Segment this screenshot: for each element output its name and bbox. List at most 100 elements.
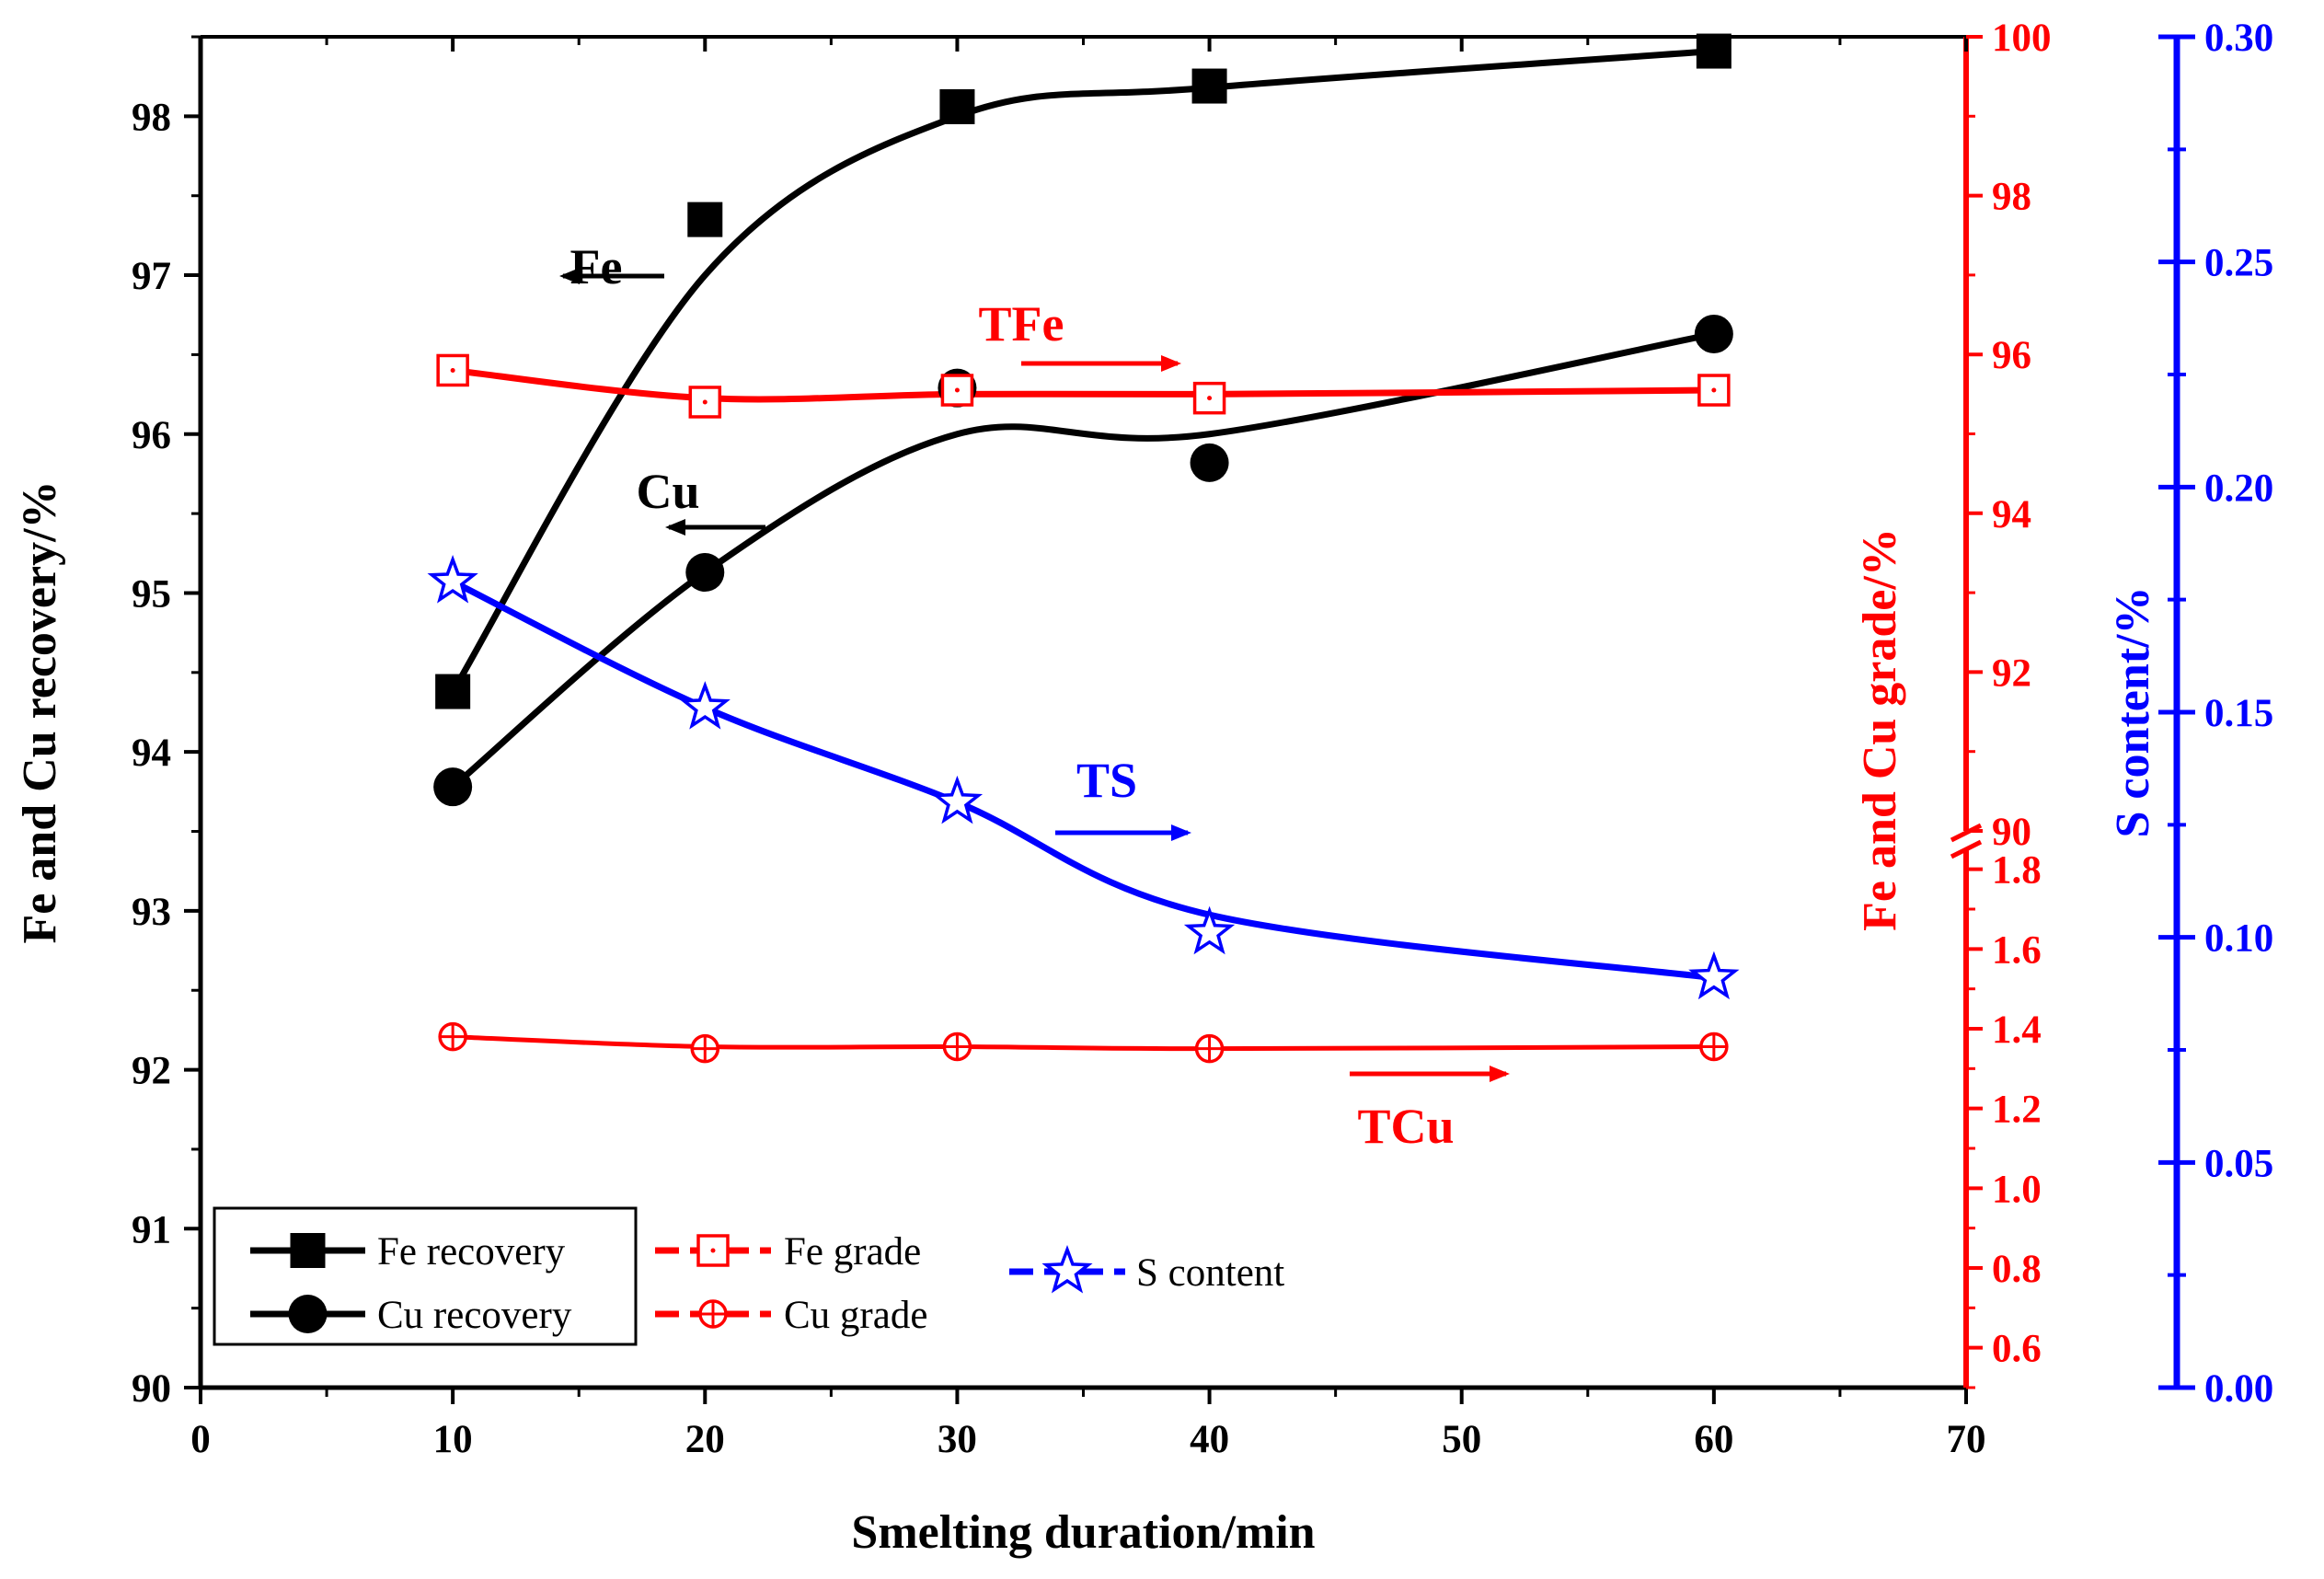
fe-grade-point (1697, 374, 1731, 407)
s-content-point (679, 681, 731, 730)
tcu-annotation: TCu (1357, 1099, 1454, 1154)
fe-grade-point (1192, 381, 1226, 415)
series-markers (427, 33, 1740, 1064)
legend-marker-s-content (1041, 1244, 1093, 1294)
fe-grade-point-box (940, 374, 974, 407)
s-content-point (931, 775, 984, 824)
left-tick-label: 94 (132, 732, 171, 775)
cu-grade-point (690, 1033, 720, 1064)
cu-recovery-point (685, 553, 725, 593)
s-tick-label: 0.25 (2204, 242, 2273, 285)
axis-ticks: 0 10 20 30 40 50 60 70 90 91 92 93 94 95 96 97 98 90 92 94 9… (132, 17, 2273, 1461)
legend-marker-cu-recovery (288, 1295, 328, 1333)
grade-upper-tick-label: 90 (1992, 811, 2031, 854)
legend-box (213, 1206, 638, 1346)
fe-arrow-head (559, 268, 580, 284)
x-tick-label: 0 (190, 1418, 211, 1461)
fe-recovery-point (939, 88, 975, 124)
legend-marker-cu-grade (698, 1299, 728, 1329)
grade-lower-tick-label: 1.8 (1992, 849, 2042, 893)
cu-recovery-point (1694, 314, 1733, 353)
grade-lower-tick-label: 0.6 (1992, 1328, 2042, 1371)
s-content-line (451, 578, 1715, 982)
grade-axis-title: Fe and Cu grade/% (1854, 528, 1906, 931)
fe-grade-point-dot (702, 399, 708, 405)
cu-grade-point (942, 1032, 972, 1062)
grade-lower-tick-label: 1.6 (1992, 928, 2042, 972)
s-content-point (427, 555, 478, 604)
tcu-arrow-head (1490, 1066, 1510, 1082)
fe-recovery-point (1191, 68, 1227, 104)
fe-grade-point-dot (1207, 396, 1213, 401)
left-tick-label: 93 (132, 891, 171, 934)
left-axis-title: Fe and Cu recovery/% (14, 480, 66, 943)
grade-lower-tick-label: 1.0 (1992, 1168, 2042, 1211)
cu-grade-point (1699, 1032, 1729, 1062)
fe-grade-point-dot (450, 367, 455, 373)
left-tick-label: 92 (132, 1050, 171, 1093)
grade-upper-tick-label: 98 (1992, 176, 2031, 219)
fe-grade-point (436, 353, 469, 387)
fe-grade-point (940, 374, 974, 407)
s-content-point (1688, 951, 1740, 1000)
s-tick-label: 0.00 (2204, 1367, 2273, 1411)
x-tick-label: 50 (1442, 1418, 1481, 1461)
legend-label-fe-grade: Fe grade (784, 1230, 921, 1274)
grade-upper-tick-label: 96 (1992, 334, 2031, 377)
grade-lower-tick-label: 1.2 (1992, 1089, 2042, 1132)
ts-arrow (1055, 824, 1191, 841)
cu-arrow-head (665, 519, 685, 536)
left-tick-label: 91 (132, 1208, 171, 1251)
s-content-point (1183, 905, 1236, 955)
tfe-annotation: TFe (979, 296, 1064, 352)
s-tick-label: 0.15 (2204, 692, 2273, 735)
cu-grade-point (438, 1021, 467, 1052)
s-tick-label: 0.20 (2204, 467, 2273, 510)
legend-marker-fe-recovery (290, 1233, 326, 1268)
legend-marker-fe-grade-dot (710, 1248, 716, 1253)
fe-recovery-point (687, 202, 723, 237)
fe-grade-point (688, 386, 722, 419)
cu-arrow (665, 519, 765, 536)
x-tick-label: 30 (938, 1418, 977, 1461)
cu-recovery-point (1190, 443, 1229, 482)
s-tick-label: 0.30 (2204, 17, 2273, 60)
left-tick-label: 90 (132, 1367, 171, 1411)
axis-break-mark (1950, 839, 1983, 859)
x-tick-label: 40 (1190, 1418, 1229, 1461)
legend-marker-fe-grade (696, 1234, 730, 1267)
left-tick-label: 96 (132, 414, 171, 457)
grade-upper-tick-label: 100 (1992, 17, 2052, 60)
fe-annotation: Fe (570, 239, 623, 294)
left-tick-label: 97 (132, 255, 171, 298)
fe-recovery-point (435, 674, 471, 709)
fe-grade-point-dot (1711, 387, 1717, 393)
cu-annotation: Cu (636, 464, 699, 519)
s-tick-label: 0.10 (2204, 917, 2273, 961)
grade-lower-tick-label: 1.4 (1992, 1008, 2042, 1052)
grade-upper-tick-label: 92 (1992, 651, 2031, 695)
cu-recovery-line (450, 330, 1715, 790)
cu-grade-line (453, 1034, 1714, 1052)
x-tick-label: 60 (1694, 1418, 1733, 1461)
legend-label-cu-recovery: Cu recovery (377, 1294, 572, 1337)
tfe-arrow-head (1161, 355, 1181, 372)
legend-label-fe-recovery: Fe recovery (377, 1230, 566, 1274)
s-axis-title: S content/% (2107, 587, 2159, 838)
grade-upper-tick-label: 94 (1992, 493, 2031, 536)
ts-annotation: TS (1076, 753, 1137, 808)
x-tick-label: 20 (685, 1418, 725, 1461)
grade-lower-tick-label: 0.8 (1992, 1248, 2042, 1291)
legend-label-s-content: S content (1136, 1251, 1284, 1295)
s-tick-label: 0.05 (2204, 1142, 2273, 1185)
fe-grade-point-box (436, 353, 469, 387)
legend-label-cu-grade: Cu grade (784, 1294, 927, 1337)
x-tick-label: 70 (1947, 1418, 1986, 1461)
legend: Fe recovery Cu recovery Fe grade Cu grade S … (213, 1206, 1284, 1346)
fe-arrow (559, 268, 664, 284)
left-tick-label: 95 (132, 572, 171, 616)
fe-grade-line (452, 366, 1714, 403)
x-tick-label: 10 (433, 1418, 473, 1461)
x-axis-title: Smelting duration/min (851, 1506, 1315, 1559)
